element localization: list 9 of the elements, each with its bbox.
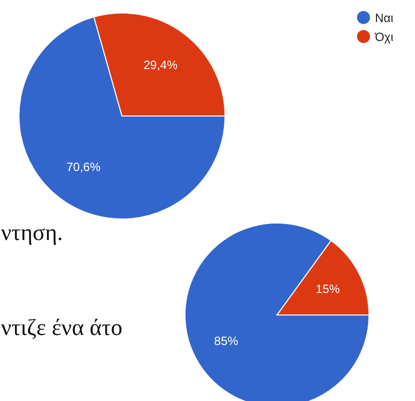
pie-slice xyxy=(18,16,226,220)
text: ντιζε ένα άτο xyxy=(1,315,122,341)
text: ντηση. xyxy=(1,220,63,246)
legend-label: Όχι xyxy=(375,30,394,44)
legend-label: Ναι xyxy=(375,10,394,24)
data-label: 29,4% xyxy=(143,58,178,72)
data-label: 70,6% xyxy=(66,160,101,174)
data-label: 85% xyxy=(214,334,239,348)
data-label: 15% xyxy=(316,282,340,296)
